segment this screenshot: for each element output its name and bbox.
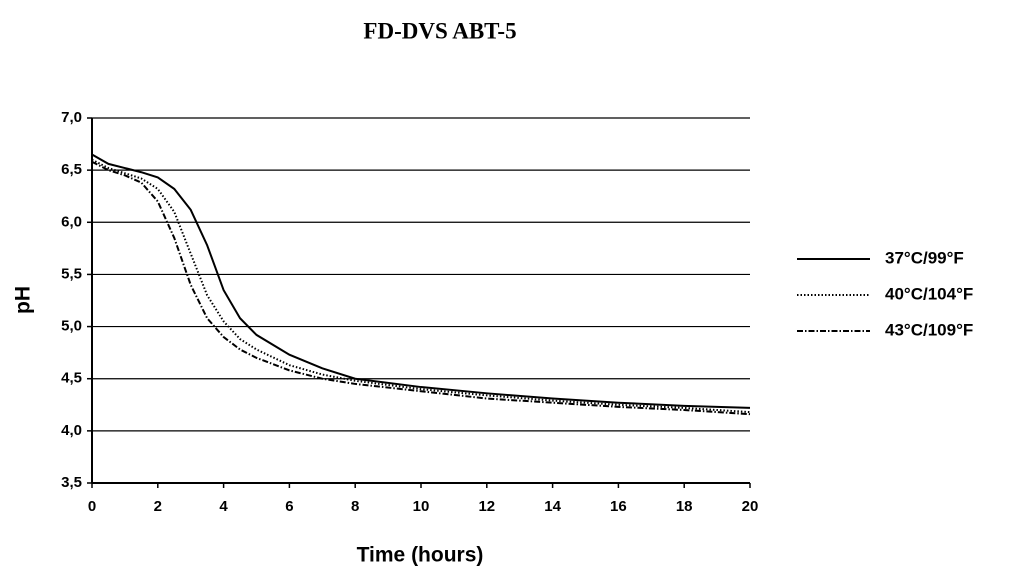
x-tick-label: 12: [478, 498, 495, 515]
x-tick-label: 8: [351, 498, 359, 515]
y-tick-label: 7,0: [61, 109, 82, 126]
x-tick-label: 16: [610, 498, 627, 515]
y-tick-label: 5,0: [61, 318, 82, 335]
x-tick-label: 4: [219, 498, 228, 515]
y-axis-label: pH: [12, 286, 35, 314]
y-tick-label: 6,5: [61, 161, 82, 178]
x-tick-label: 0: [88, 498, 96, 515]
x-tick-label: 2: [154, 498, 162, 515]
series-line: [91, 158, 751, 414]
legend-label: 40°C/104°F: [885, 284, 973, 303]
x-axis-label: Time (hours): [357, 544, 484, 567]
y-tick-label: 4,5: [61, 370, 82, 387]
legend-label: 43°C/109°F: [885, 320, 973, 339]
x-tick-label: 14: [544, 498, 561, 515]
x-tick-label: 20: [742, 498, 759, 515]
chart-title: FD-DVS ABT-5: [363, 18, 516, 43]
y-tick-label: 3,5: [61, 474, 82, 491]
x-tick-label: 6: [285, 498, 293, 515]
y-tick-label: 5,5: [61, 265, 82, 282]
legend-label: 37°C/99°F: [885, 248, 964, 267]
y-tick-label: 4,0: [61, 422, 82, 439]
series-line: [91, 153, 751, 409]
x-tick-label: 10: [413, 498, 430, 515]
y-tick-label: 6,0: [61, 213, 82, 230]
series-line: [91, 160, 751, 416]
x-tick-label: 18: [676, 498, 693, 515]
